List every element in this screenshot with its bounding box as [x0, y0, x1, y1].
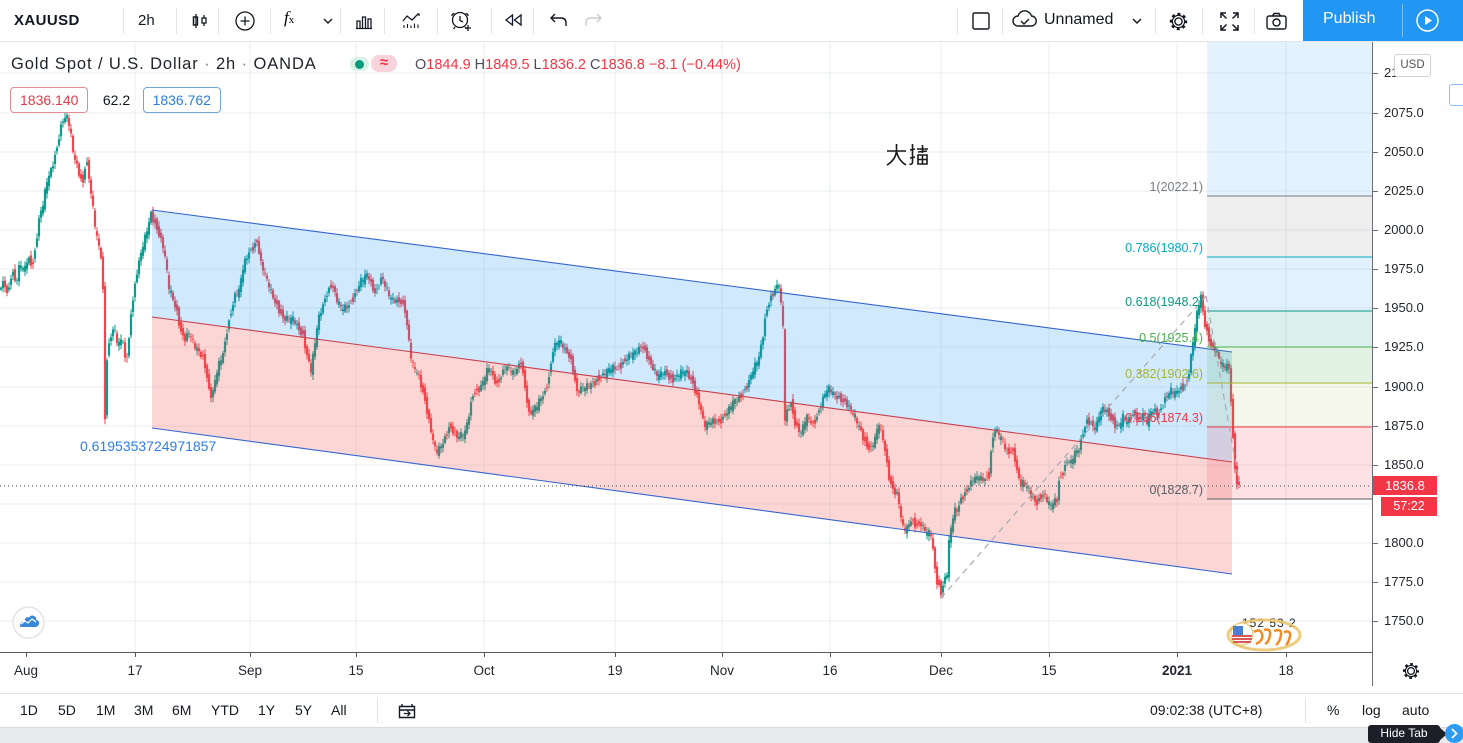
svg-text:0.5(1925.4): 0.5(1925.4)	[1139, 331, 1203, 345]
svg-text:0.6195353724971857: 0.6195353724971857	[80, 438, 216, 454]
svg-text:0(1828.7): 0(1828.7)	[1149, 483, 1203, 497]
svg-text:0.618(1948.2): 0.618(1948.2)	[1125, 295, 1203, 309]
svg-text:1(2022.1): 1(2022.1)	[1149, 180, 1203, 194]
svg-text:0.382(1902.6): 0.382(1902.6)	[1125, 367, 1203, 381]
svg-text:0.786(1980.7): 0.786(1980.7)	[1125, 241, 1203, 255]
svg-text:0.236(1874.3): 0.236(1874.3)	[1125, 411, 1203, 425]
